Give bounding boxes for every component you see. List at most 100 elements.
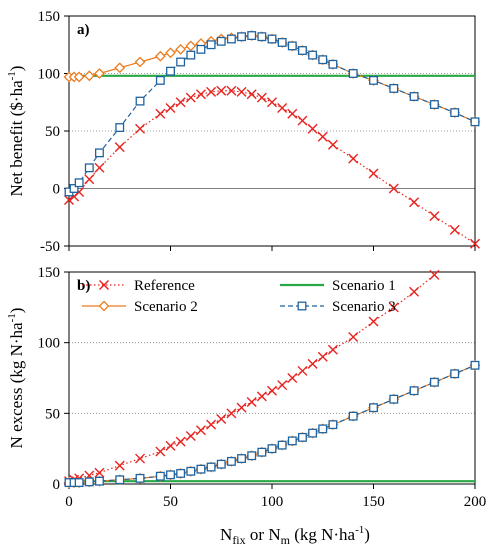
panel-b-ytick-label-1: 50 [45,406,60,422]
panel-b-scenario-3-point-27 [389,394,399,404]
panel-a-reference-point-30-stroke2 [449,224,460,235]
panel-a-scenario-3-point-3 [84,163,94,173]
panel-a-label: a) [77,22,90,38]
panel-a-scenario-3-point-18 [267,34,277,44]
panel-a-reference-point-22-stroke2 [307,123,318,134]
panel-b-ytick-label-2: 100 [38,336,61,352]
panel-a-scenario-2-point-10 [185,40,197,52]
panel-b-ytick-label-3: 150 [38,265,61,281]
panel-b-reference-point-13-stroke2 [216,413,227,424]
panel-b-scenario-2-line [69,364,476,484]
panel-b-reference-point-16-stroke2 [246,397,257,408]
panel-b-reference-point-6-stroke2 [135,453,146,464]
panel-a-reference-point-26-stroke2 [368,168,379,179]
panel-a-reference-point-12-stroke2 [206,86,217,97]
panel-b-reference-point-18-stroke2 [267,385,277,396]
panel-b-ytick-label-0: 0 [53,477,61,493]
legend-scenario-2-label: Scenario 2 [134,299,198,315]
panel-b-reference-point-25-stroke2 [348,332,359,343]
panel-a-reference-point-3-stroke2 [84,174,95,185]
panel-b-scenario-3-point-29 [429,377,439,387]
panel-a-ytick-label-4: 150 [38,9,61,25]
panel-b-scenario-3-point-19 [277,440,287,450]
legend-scenario-3-label: Scenario 3 [332,299,396,315]
panel-a-ytick-label-3: 100 [38,67,61,83]
panel-a-scenario-2-point-2 [73,71,85,83]
panel-b-series-scenario-2 [63,359,481,489]
panel-a-scenario-2-point-8 [165,47,176,59]
panel-a-scenario-2-point-9 [175,43,187,55]
panel-b-scenario-3-point-6 [135,473,145,483]
panel-a-series-scenario-2 [63,30,481,128]
panel-b-xtick-label-2: 100 [261,494,284,510]
panel-a-reference-point-28-stroke2 [409,197,420,208]
panel-a-reference-point-17-stroke2 [256,92,267,103]
panel-a-scenario-3-point-14 [226,34,236,44]
panel-b-scenario-3-point-7 [155,471,165,481]
panel-a-scenario-3-point-20 [287,41,297,51]
panel-b-reference-point-9-stroke2 [175,436,186,447]
panel-a-reference-point-0-stroke2 [64,195,74,205]
panel-a-reference-point-4-stroke2 [94,162,105,173]
panel-a-reference-point-5-stroke2 [114,142,125,153]
panel-a-scenario-2-point-4 [94,68,105,79]
panel-b-scenario-3-point-24 [328,420,338,430]
panel-a-series-reference [64,85,480,249]
panel-a-scenario-3-point-15 [237,32,246,42]
panel-a-reference-point-31-stroke2 [470,238,480,249]
panel-b-scenario-3-point-3 [84,477,94,487]
panel-b-scenario-3-point-4 [95,476,104,486]
panel-a-reference-point-18-stroke2 [267,97,277,108]
panel-a-reference-point-15-stroke2 [236,86,247,97]
legend-scenario-1-label: Scenario 1 [332,278,396,294]
panel-a-reference-point-29-stroke2 [429,211,440,222]
panel-b-n-excess: 0 50 100 150 0 50 100 150 200 b) N excess (kg N·ha… [6,265,486,510]
panel-b-scenario-3-point-15 [237,454,246,464]
panel-a-scenario-3-point-17 [257,32,267,42]
panel-b-xtick-label-0: 0 [65,494,73,510]
panel-a-scenario-3-point-28 [409,92,419,101]
panel-a-scenario-3-point-21 [297,46,307,55]
legend: Reference Scenario 1 Scenario 2 Scenario 3 [82,278,396,315]
panel-b-reference-point-12-stroke2 [206,419,217,430]
panel-a-scenario-2-line [69,34,476,123]
panel-a-reference-point-6-stroke2 [135,123,146,134]
panel-a-scenario-2-point-3 [83,70,95,82]
panel-a-scenario-3-point-9 [176,57,186,67]
x-axis-title: Nfix or Nm (kg N·ha-1) [220,524,370,547]
panel-b-reference-point-29-stroke2 [429,269,440,280]
panel-b-reference-point-14-stroke2 [226,408,237,419]
panel-a-scenario-3-point-29 [429,100,439,109]
panel-b-reference-point-28-stroke2 [409,286,420,297]
panel-b-xtick-label-3: 150 [362,494,385,510]
panel-b-xtick-label-1: 50 [163,494,178,510]
panel-b-scenario-3-point-11 [196,464,206,474]
panel-b-scenario-3-point-28 [409,386,419,396]
panel-b-scenario-3-point-5 [115,475,125,485]
legend-scenario-2-marker [98,300,110,312]
panel-a-scenario-3-point-16 [247,31,257,40]
panel-a-scenario-3-point-27 [389,84,399,93]
panel-a-scenario-3-point-22 [308,50,318,60]
panel-b-scenario-3-point-8 [166,470,175,480]
panel-b-reference-point-19-stroke2 [277,380,288,391]
panel-a-reference-point-13-stroke2 [216,85,227,96]
panel-a-y-axis-title: Net benefit ($·ha-1) [6,66,26,197]
panel-b-reference-line [68,274,435,482]
panel-b-scenario-3-point-16 [247,451,257,461]
panel-b-reference-point-4-stroke2 [94,467,105,478]
panel-b-scenario-3-point-14 [226,456,236,466]
panel-a-ytick-label-1: 0 [53,182,61,198]
panel-b-reference-point-23-stroke2 [317,351,328,362]
panel-b-scenario-3-point-17 [257,447,267,457]
panel-a-reference-point-9-stroke2 [175,97,186,108]
panel-a-reference-point-2-stroke2 [74,186,85,197]
panel-a-reference-point-11-stroke2 [195,89,206,100]
panel-a-reference-point-16-stroke2 [246,89,257,100]
panel-a-scenario-3-point-26 [369,75,378,85]
panel-b-reference-point-27-stroke2 [388,302,399,313]
panel-b-scenario-3-point-26 [369,403,378,413]
panel-b-scenario-3-point-22 [308,428,318,438]
legend-reference-marker-stroke2 [99,280,109,290]
